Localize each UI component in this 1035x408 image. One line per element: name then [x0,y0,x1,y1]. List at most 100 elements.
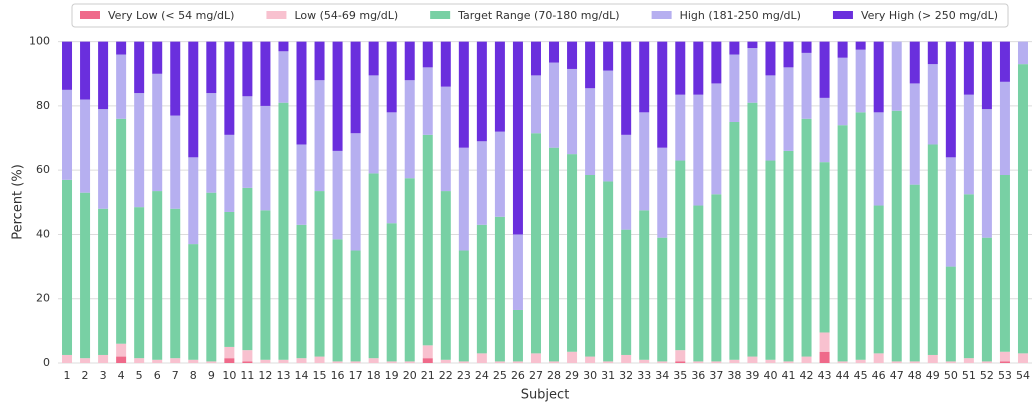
bar-segment [350,361,361,363]
bar-segment [819,162,830,333]
bar-segment [999,175,1010,352]
x-tick-label: 39 [745,369,759,382]
bar-segment [134,207,145,359]
bar-segment [332,239,343,362]
bar-segment [134,93,145,208]
bar-segment [729,41,740,55]
bar-segment [765,160,776,360]
bar-segment [639,359,650,363]
bar-segment [945,157,956,267]
bar-segment [116,356,127,363]
bar-segment [711,41,722,84]
bar-segment [549,361,560,363]
bar-segment [350,133,361,251]
bar-segment [422,358,433,363]
bar-segment [206,41,217,94]
bar-segment [440,191,451,360]
bar-segment [765,359,776,363]
bar-segment [134,358,145,363]
bar-segment [476,353,487,363]
bar-segment [1017,353,1028,363]
bar-segment [855,359,866,363]
bar-segment [747,48,758,103]
x-tick-label: 5 [136,369,143,382]
x-tick-label: 1 [64,369,71,382]
x-tick-label: 29 [565,369,579,382]
bar-segment [458,361,469,363]
x-tick-label: 7 [172,369,179,382]
bar-segment [422,345,433,359]
x-tick-label: 10 [222,369,236,382]
bar-segment [657,237,668,362]
x-tick-label: 49 [926,369,940,382]
bar-segment [945,41,956,158]
bar-segment [494,41,505,132]
bar-segment [170,41,181,116]
bar-segment [188,244,199,360]
bar-segment [278,41,289,52]
bar-segment [458,41,469,148]
x-tick-label: 53 [998,369,1012,382]
y-tick-label: 60 [36,163,50,176]
x-tick-label: 3 [100,369,107,382]
bar-segment [693,361,704,363]
bar-segment [945,266,956,362]
bar-segment [134,41,145,94]
bar-segment [224,41,235,135]
bar-segment [170,115,181,209]
bar-segment [152,359,163,363]
bar-segment [512,234,523,310]
bar-segment [909,361,920,363]
bar-segment [386,112,397,224]
legend-swatch [80,11,100,19]
bar-segment [494,131,505,217]
bar-segment [765,75,776,161]
bar-segment [368,41,379,76]
bar-segment [458,147,469,251]
legend-label: Target Range (70-180 mg/dL) [457,9,619,22]
x-tick-label: 4 [118,369,125,382]
bar-segment [999,361,1010,363]
x-tick-label: 20 [403,369,417,382]
bar-segment [567,351,578,363]
bar-segment [98,109,109,209]
bar-segment [296,41,307,145]
bar-segment [585,175,596,357]
bar-segment [62,89,73,180]
bar-segment [350,250,361,362]
bar-segment [458,250,469,362]
bar-segment [711,83,722,195]
bar-segment [152,73,163,192]
bar-segment [999,41,1010,82]
bar-segment [260,359,271,363]
bar-segment [963,358,974,363]
bar-segment [855,49,866,113]
bar-segment [873,112,884,206]
x-tick-label: 32 [619,369,633,382]
bar-segment [963,94,974,195]
bar-segment [116,118,127,344]
bar-segment [873,353,884,363]
bar-segment [891,41,902,111]
x-tick-label: 22 [439,369,453,382]
bar-segment [422,134,433,346]
bar-segment [170,208,181,359]
bar-segment [440,86,451,192]
bar-segment [963,194,974,359]
bar-segment [476,41,487,142]
bar-segment [621,229,632,355]
bar-segment [314,191,325,357]
bar-segment [747,102,758,357]
bar-segment [80,358,91,363]
bar-segment [873,41,884,113]
y-tick-label: 40 [36,227,50,240]
bar-segment [404,41,415,81]
x-tick-label: 25 [493,369,507,382]
bar-segment [512,41,523,235]
bar-segment [675,94,686,161]
bar-segment [188,157,199,245]
legend-label: High (181-250 mg/dL) [680,9,801,22]
bar-segment [404,178,415,362]
bar-segment [729,121,740,360]
bar-segment [170,358,181,363]
